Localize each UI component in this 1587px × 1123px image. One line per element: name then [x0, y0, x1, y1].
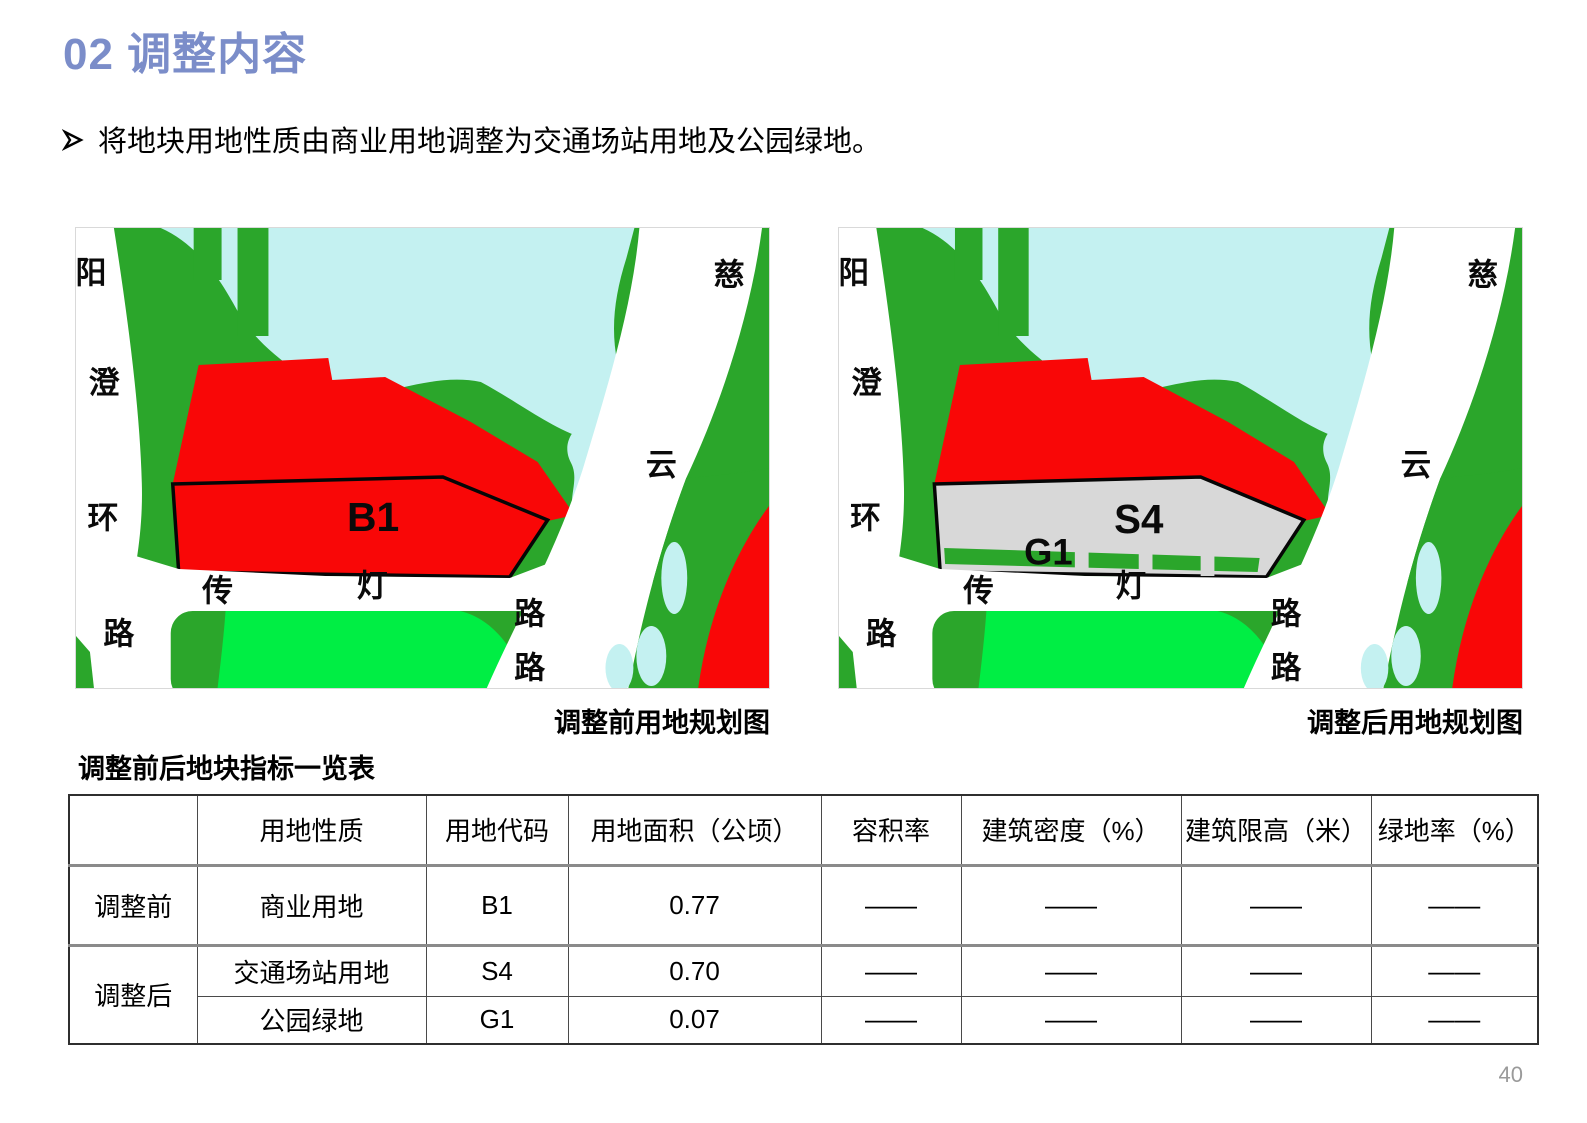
road-label: 路	[1271, 650, 1302, 685]
road-label: 传	[962, 573, 993, 608]
table-header-row: 用地性质 用地代码 用地面积（公顷） 容积率 建筑密度（%） 建筑限高（米） 绿…	[68, 794, 1539, 867]
road-label: 慈	[714, 257, 745, 292]
road-label: 灯	[357, 568, 388, 603]
table-cell: 公园绿地	[196, 995, 427, 1045]
header-cell: 容积率	[820, 794, 962, 867]
table-row: 调整前 商业用地 B1 0.77 —— —— —— ——	[68, 864, 1539, 947]
road-label: 灯	[1116, 568, 1147, 603]
table-cell: ——	[820, 995, 962, 1045]
green-corner	[839, 636, 857, 688]
road-diagonal	[486, 228, 763, 688]
road-label: 路	[1271, 596, 1302, 631]
lake-water	[160, 228, 635, 439]
row-group-label: 调整前	[68, 864, 198, 947]
road-label: 路	[103, 616, 134, 651]
road-label: 云	[646, 447, 677, 482]
intro-bullet-text: 将地块用地性质由商业用地调整为交通场站用地及公园绿地。	[98, 126, 882, 158]
table-cell: 0.70	[567, 944, 822, 997]
table-cell: ——	[1180, 864, 1372, 947]
table-title: 调整前后地块指标一览表	[78, 754, 375, 784]
road-label: 澄	[88, 365, 120, 400]
header-cell	[68, 794, 198, 867]
table-cell: ——	[1180, 995, 1372, 1045]
header-cell: 用地性质	[196, 794, 427, 867]
lake-water	[922, 228, 1390, 439]
table-cell: 交通场站用地	[196, 944, 427, 997]
bullet-arrow-icon	[62, 129, 84, 151]
road-label: 路	[514, 596, 545, 631]
table-cell: B1	[425, 864, 569, 947]
header-cell: 建筑限高（米）	[1180, 794, 1372, 867]
green-east-band	[628, 468, 769, 688]
header-cell: 绿地率（%）	[1370, 794, 1539, 867]
indicator-table: 用地性质 用地代码 用地面积（公顷） 容积率 建筑密度（%） 建筑限高（米） 绿…	[68, 794, 1539, 1045]
road-label: 传	[201, 573, 233, 608]
map-after: 阳 澄 环 路 传 灯 路 路 慈 云 S4 G1	[838, 227, 1523, 689]
road-label: 澄	[851, 365, 883, 400]
table-cell: ——	[1370, 995, 1539, 1045]
table-cell: S4	[425, 944, 569, 997]
strip-gap	[1138, 551, 1153, 573]
water-patch	[1391, 626, 1421, 686]
water-patch	[605, 644, 634, 688]
red-wedge	[698, 506, 769, 688]
road-label: 云	[1401, 447, 1431, 482]
table-cell: G1	[425, 995, 569, 1045]
water-patch	[1415, 542, 1442, 614]
park-bright	[978, 611, 1284, 688]
table-row: 公园绿地 G1 0.07 —— —— —— ——	[69, 995, 1539, 1045]
strip-gap	[1074, 548, 1089, 570]
intro-bullet: 将地块用地性质由商业用地调整为交通场站用地及公园绿地。	[62, 118, 881, 160]
water-patch	[1360, 644, 1389, 688]
plot-label-s4: S4	[1114, 496, 1164, 542]
road-label: 环	[87, 500, 118, 535]
lake-green-tab	[954, 228, 983, 280]
table-cell: 0.07	[567, 995, 822, 1045]
water-patch	[636, 626, 667, 686]
plot-b1-outline	[170, 475, 551, 579]
strip-gap	[1200, 554, 1215, 576]
table-cell: ——	[960, 864, 1182, 947]
table-row: 调整后 交通场站用地 S4 0.70 —— —— —— ——	[68, 944, 1539, 1045]
green-east-band	[1383, 468, 1522, 688]
table-cell: ——	[1370, 944, 1539, 997]
lake-green-tab	[998, 228, 1029, 336]
water-patch	[661, 542, 688, 614]
table-cell: ——	[1370, 864, 1539, 947]
red-wedge	[1452, 506, 1522, 688]
road-label: 慈	[1467, 257, 1497, 292]
table-cell: ——	[820, 864, 962, 947]
road-label: 环	[850, 500, 880, 535]
table-cell: 商业用地	[196, 864, 427, 947]
header-cell: 建筑密度（%）	[960, 794, 1182, 867]
header-cell: 用地代码	[425, 794, 569, 867]
lake-green-tab	[237, 228, 269, 336]
plot-label-g1: G1	[1024, 531, 1072, 572]
plot-g1-strip	[944, 548, 1260, 572]
row-group-label: 调整后	[68, 944, 198, 1045]
header-cell: 用地面积（公顷）	[567, 794, 822, 867]
map-caption-before: 调整前用地规划图	[554, 708, 770, 738]
page-title: 02 调整内容	[63, 30, 308, 79]
table-cell: ——	[960, 995, 1182, 1045]
table-cell: ——	[960, 944, 1182, 997]
table-cell: ——	[1180, 944, 1372, 997]
road-label: 阳	[76, 255, 106, 290]
plot-label-b1: B1	[347, 494, 399, 540]
table-cell: 0.77	[567, 864, 822, 947]
park-bright	[217, 611, 527, 688]
map-before: 阳 澄 环 路 传 灯 路 路 慈 云 B1	[75, 227, 770, 689]
road-label: 阳	[839, 255, 869, 290]
road-label: 路	[514, 650, 545, 685]
page-number: 40	[1498, 1062, 1523, 1087]
road-label: 路	[866, 616, 897, 651]
lake-green-tab	[193, 228, 222, 280]
table-cell: ——	[820, 944, 962, 997]
green-corner	[76, 636, 94, 688]
map-caption-after: 调整后用地规划图	[1307, 708, 1523, 738]
road-diagonal	[1243, 228, 1516, 688]
